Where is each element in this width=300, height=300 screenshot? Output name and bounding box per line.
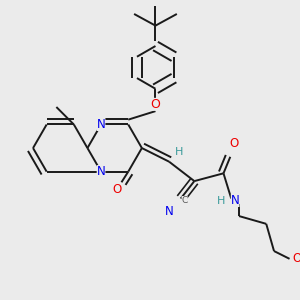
Text: N: N <box>97 165 105 178</box>
Text: H: H <box>218 196 226 206</box>
Text: N: N <box>165 205 173 218</box>
Text: O: O <box>230 137 239 150</box>
Text: O: O <box>293 252 300 265</box>
Text: N: N <box>231 194 239 207</box>
Text: O: O <box>151 98 160 111</box>
Text: C: C <box>182 196 188 205</box>
Text: H: H <box>175 147 183 157</box>
Text: N: N <box>97 118 105 131</box>
Text: O: O <box>112 183 121 196</box>
